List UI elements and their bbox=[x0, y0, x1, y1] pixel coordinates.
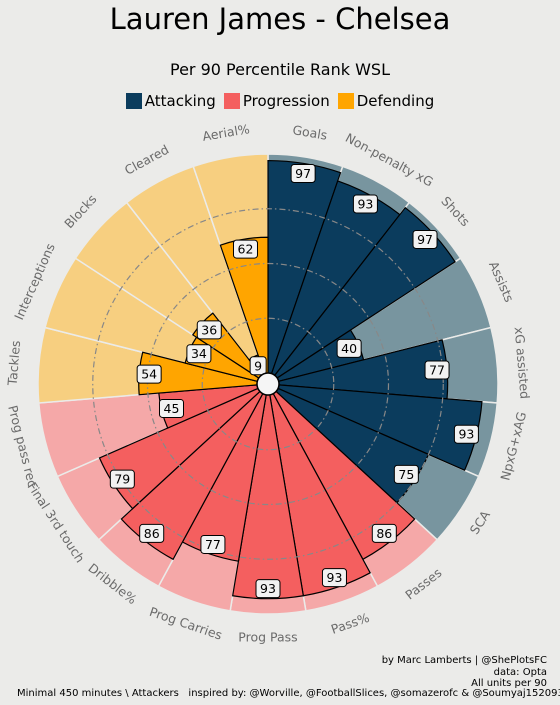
value-label-blocks: 36 bbox=[201, 322, 217, 337]
value-label-cleared: 9 bbox=[254, 358, 262, 373]
legend-label-attacking: Attacking bbox=[144, 92, 216, 110]
value-slices bbox=[98, 159, 483, 600]
value-label-shots: 97 bbox=[417, 232, 433, 247]
value-box-prog-pass-rec bbox=[158, 398, 184, 418]
legend-swatch-progression bbox=[223, 93, 240, 109]
value-label-final-3rd-touch: 79 bbox=[114, 472, 130, 487]
value-label-xg-assisted: 77 bbox=[429, 362, 445, 377]
legend-item-defending: Defending bbox=[337, 92, 435, 110]
value-label-prog-pass-rec: 45 bbox=[164, 401, 180, 416]
value-label-interceptions: 34 bbox=[191, 346, 207, 361]
param-label-prog-pass-rec: Prog pass rec bbox=[5, 404, 40, 489]
grid-ring-25 bbox=[201, 317, 335, 451]
value-label-aerial: 62 bbox=[238, 242, 254, 257]
value-box-blocks bbox=[196, 320, 222, 340]
inspired-by-text: inspired by: @Worville, @FootballSlices,… bbox=[188, 688, 560, 699]
value-box-pass bbox=[321, 568, 347, 588]
value-box-npxg-xag bbox=[453, 424, 479, 444]
legend-swatch-attacking bbox=[125, 93, 142, 109]
value-box-sca bbox=[393, 464, 419, 484]
minimal-minutes-text: Minimal 450 minutes \ Attackers bbox=[17, 688, 179, 699]
legend-item-progression: Progression bbox=[223, 92, 330, 110]
legend-label-progression: Progression bbox=[242, 92, 330, 110]
bottom-notes: Minimal 450 minutes \ Attackers inspired… bbox=[17, 688, 560, 699]
value-box-shots bbox=[412, 229, 438, 249]
value-label-passes: 86 bbox=[376, 526, 392, 541]
value-label-tackles: 54 bbox=[141, 367, 157, 382]
credit-text: by Marc Lamberts | @ShePlotsFC bbox=[381, 655, 547, 666]
legend-label-defending: Defending bbox=[356, 92, 435, 110]
value-label-non-penalty-xg: 93 bbox=[357, 196, 373, 211]
value-box-tackles bbox=[136, 364, 162, 384]
value-box-passes bbox=[371, 523, 397, 543]
legend-swatch-defending bbox=[337, 93, 354, 109]
param-label-shots: Shots bbox=[438, 193, 473, 229]
value-label-prog-pass: 93 bbox=[260, 581, 276, 596]
value-box-final-3rd-touch bbox=[109, 469, 135, 489]
value-box-assists bbox=[336, 338, 362, 358]
units-text: All units per 90 bbox=[471, 678, 547, 689]
legend-item-attacking: Attacking bbox=[125, 92, 216, 110]
value-box-xg-assisted bbox=[424, 360, 450, 380]
param-label-assists: Assists bbox=[486, 259, 517, 304]
param-label-aerial: Aerial% bbox=[201, 121, 251, 144]
legend: Attacking Progression Defending bbox=[0, 92, 560, 110]
grid-rings bbox=[92, 208, 444, 560]
data-source-text: data: Opta bbox=[493, 667, 547, 678]
value-label-goals: 97 bbox=[295, 166, 311, 181]
value-label-sca: 75 bbox=[398, 467, 414, 482]
value-box-prog-pass bbox=[255, 579, 281, 599]
value-box-goals bbox=[290, 163, 316, 183]
value-labels: 97 93 97 40 77 93 75 86 93 93 77 86 79 45 54 34 36 9 62 bbox=[109, 163, 479, 599]
param-label-goals: Goals bbox=[291, 122, 328, 143]
param-label-npxg-xag: NpxG+xAG bbox=[497, 410, 529, 482]
value-label-dribble: 86 bbox=[144, 526, 160, 541]
param-label-sca: SCA bbox=[467, 507, 494, 537]
value-label-npxg-xag: 93 bbox=[458, 427, 474, 442]
value-box-non-penalty-xg bbox=[352, 194, 378, 214]
value-box-aerial bbox=[232, 239, 258, 259]
param-label-prog-pass: Prog Pass bbox=[238, 630, 297, 645]
param-label-cleared: Cleared bbox=[122, 142, 171, 178]
value-box-cleared bbox=[249, 356, 267, 376]
param-label-pass: Pass% bbox=[329, 610, 371, 637]
value-box-dribble bbox=[139, 523, 165, 543]
value-box-prog-carries bbox=[200, 534, 226, 554]
param-label-blocks: Blocks bbox=[61, 191, 99, 231]
param-label-passes: Passes bbox=[402, 565, 444, 603]
grid-ring-50 bbox=[146, 262, 390, 506]
value-label-assists: 40 bbox=[341, 341, 357, 356]
chart-title: Lauren James - Chelsea bbox=[109, 2, 451, 36]
center-circle bbox=[256, 372, 280, 396]
value-label-pass: 93 bbox=[327, 570, 343, 585]
param-label-xg-assisted: xG assisted bbox=[512, 326, 533, 399]
grid-ring-75 bbox=[92, 208, 444, 560]
param-label-tackles: Tackles bbox=[4, 340, 23, 387]
param-label-prog-carries: Prog Carries bbox=[148, 604, 225, 643]
chart-subtitle: Per 90 Percentile Rank WSL bbox=[169, 60, 390, 79]
value-label-prog-carries: 77 bbox=[205, 537, 221, 552]
value-box-interceptions bbox=[186, 344, 212, 364]
